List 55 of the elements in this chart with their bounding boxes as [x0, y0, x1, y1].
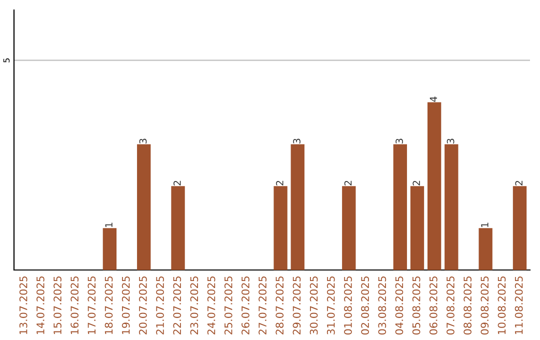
x-tick-label: 19.07.2025 [122, 276, 130, 334]
x-tick-label: 14.07.2025 [36, 276, 44, 334]
x-tick-label: 07.08.2025 [446, 276, 454, 335]
x-tick-label: 31.07.2025 [326, 276, 335, 334]
bar [410, 186, 424, 270]
data-label: 4 [430, 96, 437, 102]
x-tick-label: 06.08.2025 [429, 276, 438, 335]
x-tick-label: 08.08.2025 [464, 276, 472, 335]
x-tick-label: 27.07.2025 [258, 276, 266, 334]
x-tick-label: 09.08.2025 [480, 276, 489, 335]
x-tick-label: 05.08.2025 [412, 276, 420, 335]
data-label: 2 [412, 180, 420, 186]
x-tick-label: 22.07.2025 [173, 276, 182, 334]
x-tick-label: 02.08.2025 [361, 276, 369, 335]
data-label: 3 [396, 138, 403, 144]
x-tick-label: 18.07.2025 [104, 276, 113, 334]
x-tick-label: 03.08.2025 [378, 276, 386, 335]
x-tick-label: 28.07.2025 [276, 276, 284, 334]
x-tick-label: 11.08.2025 [514, 276, 523, 334]
x-tick-label: 21.07.2025 [156, 276, 164, 334]
data-label: 1 [481, 222, 488, 227]
bar [478, 228, 492, 270]
data-label: 2 [173, 180, 181, 186]
data-label: 2 [276, 180, 284, 186]
data-label: 2 [515, 180, 522, 186]
x-tick-label: 26.07.2025 [242, 276, 250, 334]
data-label: 3 [139, 138, 147, 144]
y-tick-label: 5 [3, 58, 10, 62]
data-label: 3 [293, 138, 300, 144]
x-tick-label: 17.07.2025 [88, 276, 96, 334]
x-tick-label: 24.07.2025 [207, 276, 216, 334]
x-tick-label: 20.07.2025 [139, 276, 147, 334]
x-tick-label: 10.08.2025 [498, 276, 506, 334]
bar [274, 186, 288, 270]
x-tick-label: 13.07.2025 [19, 276, 28, 334]
x-tick-label: 30.07.2025 [310, 276, 318, 334]
bar [427, 102, 442, 270]
bar [444, 144, 458, 270]
bar [512, 186, 527, 270]
bar [290, 144, 304, 270]
x-tick-label: 23.07.2025 [190, 276, 198, 334]
bar [171, 186, 185, 270]
x-tick-label: 29.07.2025 [292, 276, 301, 334]
data-label: 1 [105, 222, 112, 227]
x-tick-label: 01.08.2025 [344, 276, 352, 335]
x-tick-label: 04.08.2025 [395, 276, 404, 335]
x-tick-label: 16.07.2025 [70, 276, 79, 334]
bar [137, 144, 151, 270]
data-label: 2 [344, 180, 352, 186]
data-label: 3 [446, 138, 454, 144]
bar [342, 186, 356, 270]
bar [102, 228, 117, 270]
x-tick-label: 15.07.2025 [54, 276, 62, 334]
bar [393, 144, 407, 270]
x-tick-label: 25.07.2025 [224, 276, 232, 334]
